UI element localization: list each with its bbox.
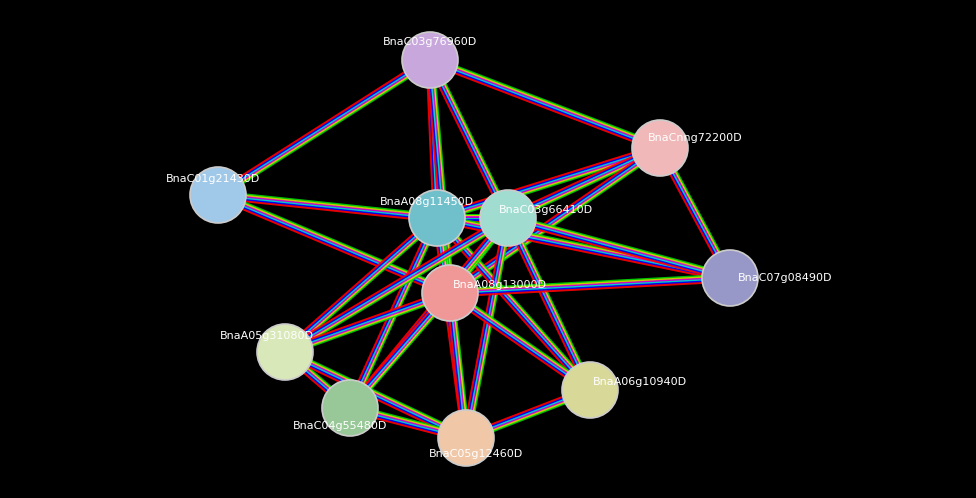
Text: BnaC03g66410D: BnaC03g66410D: [499, 205, 593, 215]
Text: BnaCnng72200D: BnaCnng72200D: [648, 133, 743, 143]
Circle shape: [422, 265, 478, 321]
Text: BnaC01g21430D: BnaC01g21430D: [166, 174, 261, 184]
Circle shape: [402, 32, 458, 88]
Text: BnaA05g31080D: BnaA05g31080D: [220, 331, 314, 341]
Circle shape: [190, 167, 246, 223]
Text: BnaA06g10940D: BnaA06g10940D: [593, 377, 687, 387]
Text: BnaC03g76960D: BnaC03g76960D: [383, 37, 477, 47]
Circle shape: [322, 380, 378, 436]
Circle shape: [632, 120, 688, 176]
Text: BnaC04g55480D: BnaC04g55480D: [293, 421, 387, 431]
Text: BnaC07g08490D: BnaC07g08490D: [738, 273, 833, 283]
Circle shape: [409, 190, 465, 246]
Circle shape: [480, 190, 536, 246]
Circle shape: [438, 410, 494, 466]
Text: BnaC05g12460D: BnaC05g12460D: [428, 449, 523, 459]
Circle shape: [562, 362, 618, 418]
Circle shape: [702, 250, 758, 306]
Circle shape: [257, 324, 313, 380]
Text: BnaA08g11450D: BnaA08g11450D: [380, 197, 474, 207]
Text: BnaA08g13000D: BnaA08g13000D: [453, 280, 547, 290]
